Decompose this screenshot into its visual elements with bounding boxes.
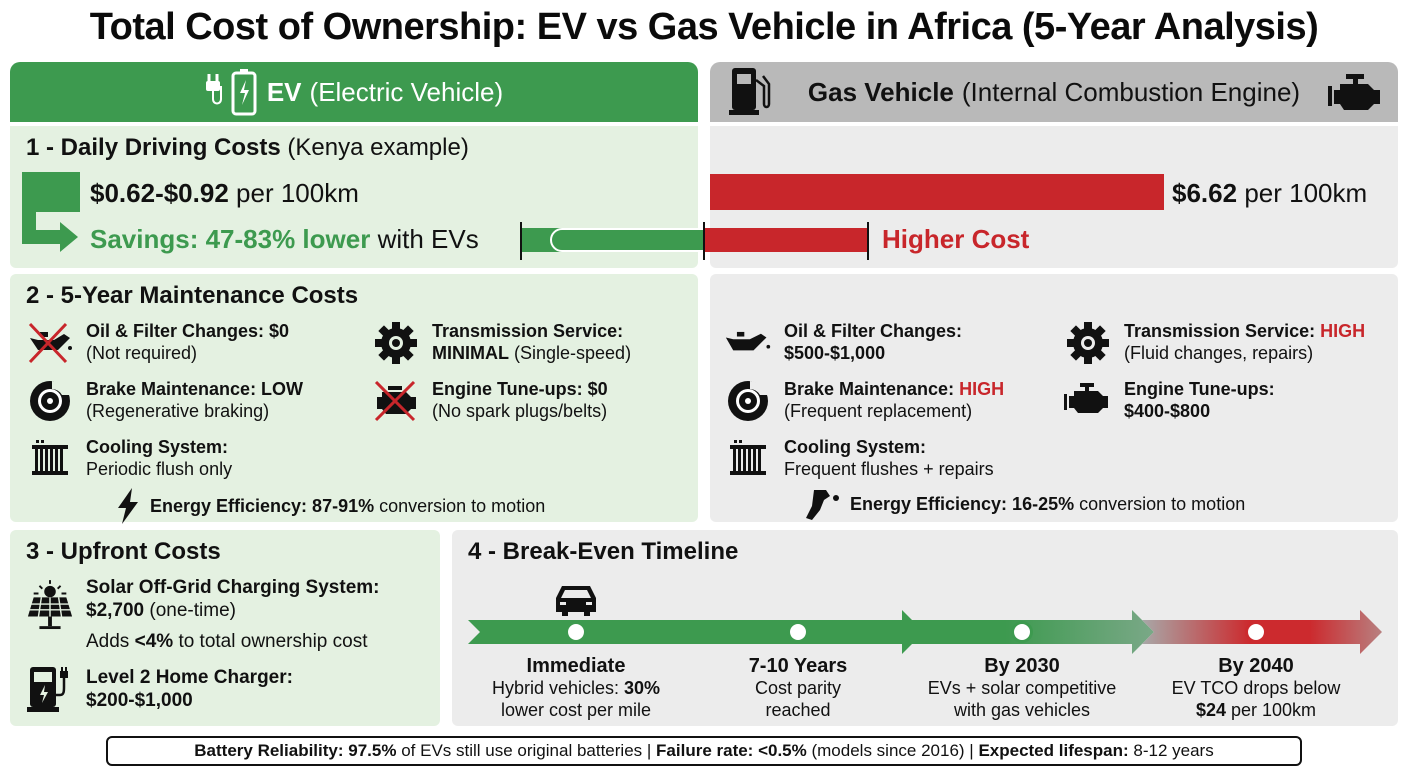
gas-maintenance-panel (710, 274, 1398, 522)
engine-crossed-icon (374, 380, 416, 422)
solar-system-item: Solar Off-Grid Charging System: $2,700 (o… (26, 576, 379, 653)
ev-cooling-item: Cooling System: Periodic flush only (26, 436, 232, 482)
ev-maintenance-panel (10, 274, 698, 522)
ev-cost-per-100km: $0.62-$0.92 per 100km (90, 178, 359, 208)
timeline-arrows (468, 610, 1382, 654)
ev-transmission-item: Transmission Service: MINIMAL (Single-spe… (372, 320, 631, 366)
upfront-costs-panel (10, 530, 440, 726)
savings-arrow-icon (22, 172, 80, 252)
brake-disc-icon (30, 381, 70, 421)
lightning-icon (118, 488, 138, 524)
gas-header-label: Gas Vehicle (807, 76, 954, 107)
gas-header-sub: (Internal Combustion Engine) (961, 76, 1301, 107)
radiator-icon (32, 440, 68, 475)
ev-efficiency: Energy Efficiency: 87-91% conversion to … (116, 488, 545, 524)
ev-brake-item: Brake Maintenance: LOW (Regenerative brak… (26, 378, 303, 424)
bar-tick (867, 222, 869, 260)
gas-engine-tuneup-item: Engine Tune-ups: $400-$800 (1064, 378, 1275, 424)
brake-disc-icon (728, 381, 768, 421)
oil-can-crossed-icon (28, 322, 72, 364)
ev-header: EV (Electric Vehicle) (10, 62, 698, 122)
ev-oil-change-item: Oil & Filter Changes: $0 (Not required) (26, 320, 289, 366)
savings-text: Savings: 47-83% lower with EVs (90, 224, 479, 254)
oil-can-icon (725, 331, 771, 351)
section3-title: 3 - Upfront Costs (26, 538, 221, 565)
bar-tick (520, 222, 522, 260)
gas-oil-change-item: Oil & Filter Changes: $500-$1,000 (724, 320, 962, 366)
gear-icon (1067, 322, 1109, 364)
fuel-pump-icon (729, 68, 771, 115)
milestone-2030: By 2030 EVs + solar competitive with gas… (927, 655, 1117, 720)
milestone-immediate: Immediate Hybrid vehicles: 30% lower cos… (491, 655, 661, 720)
battery-reliability-footer: Battery Reliability: 97.5% of EVs still … (106, 736, 1302, 766)
ev-charger-icon (27, 667, 68, 712)
ev-header-sub: (Electric Vehicle) (309, 76, 504, 107)
gas-transmission-item: Transmission Service: HIGH (Fluid changes… (1064, 320, 1365, 366)
radiator-icon (730, 440, 766, 475)
bar-tick (703, 222, 705, 260)
gas-brake-item: Brake Maintenance: HIGH (Frequent replace… (724, 378, 1004, 424)
gas-cost-bar (710, 174, 1164, 210)
battery-icon (231, 69, 257, 116)
gas-header: Gas Vehicle (Internal Combustion Engine) (710, 62, 1398, 122)
section2-title: 2 - 5-Year Maintenance Costs (26, 282, 359, 309)
gas-cooling-item: Cooling System: Frequent flushes + repair… (724, 436, 994, 482)
milestone-2040: By 2040 EV TCO drops below $24 per 100km (1171, 655, 1341, 720)
ev-header-label: EV (266, 76, 302, 107)
section1-title: 1 - Daily Driving Costs (Kenya example) (26, 134, 469, 161)
engine-icon (1064, 383, 1108, 413)
engine-icon (1328, 74, 1380, 110)
milestone-7-10-years: 7-10 Years Cost parity reached (748, 655, 848, 720)
ev-engine-tuneup-item: Engine Tune-ups: $0 (No spark plugs/belts… (372, 378, 608, 424)
car-icon (556, 586, 596, 616)
gas-comparison-bar (704, 228, 868, 252)
higher-cost-label: Higher Cost (882, 224, 1030, 254)
gas-efficiency: Energy Efficiency: 16-25% conversion to … (800, 486, 1245, 522)
gear-icon (375, 322, 417, 364)
gas-cost-per-100km: $6.62 per 100km (1172, 178, 1368, 208)
solar-panel-icon (27, 580, 73, 630)
section4-title: 4 - Break-Even Timeline (468, 538, 739, 565)
page-title: Total Cost of Ownership: EV vs Gas Vehic… (89, 6, 1319, 48)
plug-icon (205, 74, 222, 105)
home-charger-item: Level 2 Home Charger: $200-$1,000 (26, 666, 293, 712)
fuel-nozzle-icon (806, 490, 839, 520)
